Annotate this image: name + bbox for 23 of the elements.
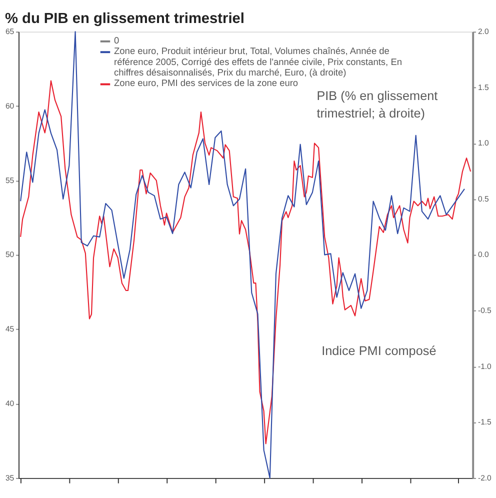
legend-label: Zone euro, PMI des services de la zone euro [114,78,298,88]
y2-tick-label: -0.5 [478,306,492,316]
y2-tick-label: -1.0 [478,362,492,371]
y-tick-label: 40 [5,399,15,408]
line-series [20,80,472,444]
y2-tick-label: -2.0 [478,473,492,482]
y2-tick-label: 2.0 [478,27,490,36]
y2-tick-label: 0.5 [478,194,489,204]
annotation: 0 [114,35,120,46]
legend-label: Zone euro, Produit intérieur brut, Total, Volumes chaînés, Année de référence 2005, Corrigé des effets de l'année civile, Prix constants, En chiffres désaisonnalisés, Prix du marché, Euro, (à droite) [114,46,402,78]
y-tick-label: 35 [5,473,14,482]
chart-title: % du PIB en glissement trimestriel [4,10,244,27]
annotation: Indice PMI composé [322,344,436,358]
y2-tick-label: 1.0 [478,138,490,148]
annotation: PIB (% en glissement trimestriel; à droite) [316,88,438,120]
y-tick-label: 65 [5,27,14,36]
y2-tick-label: -1.5 [478,418,492,427]
y2-tick-label: 0.0 [478,250,490,260]
y-tick-label: 55 [5,176,14,185]
y-tick-label: 50 [5,250,15,260]
y-tick-label: 60 [5,101,15,110]
y2-tick-label: 1.5 [478,82,489,92]
y-tick-label: 45 [5,324,14,334]
